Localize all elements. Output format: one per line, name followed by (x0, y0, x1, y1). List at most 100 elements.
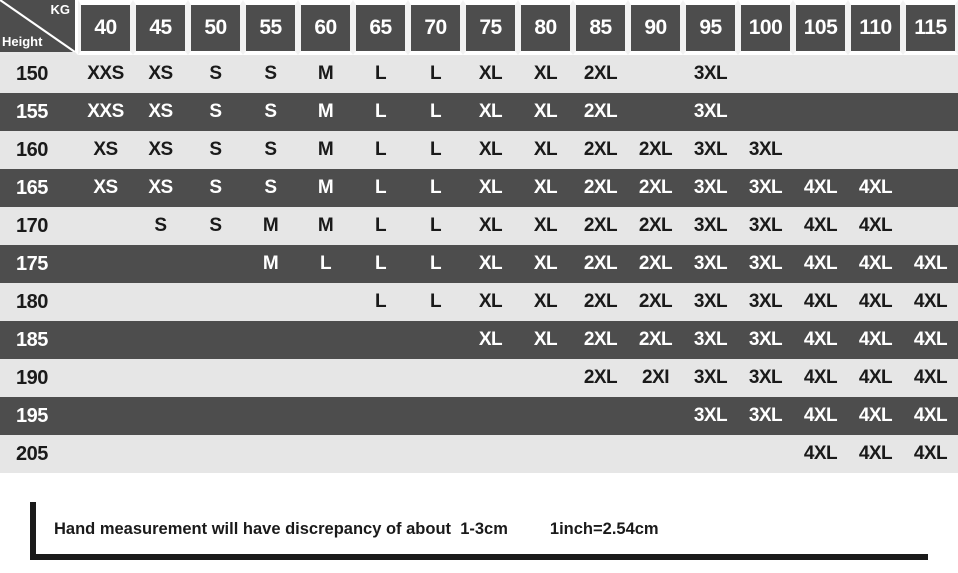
table-row: 175 M L L L XL XL 2XL 2XL 3XL 3XL 4XL 4XL 4XL (0, 245, 958, 283)
size-cell: 4XL (858, 177, 893, 198)
size-cell (463, 359, 518, 397)
size-cell (188, 359, 243, 397)
size-cell (188, 435, 243, 473)
size-cell: 4XL (913, 291, 948, 312)
size-cell (78, 207, 133, 245)
size-cell: 2XL (583, 63, 618, 84)
size-cell: XL (533, 215, 558, 236)
size-cell: 3XL (693, 63, 728, 84)
size-cell: S (264, 139, 277, 160)
header-weight-label: KG (50, 2, 71, 17)
size-cell: 4XL (803, 367, 838, 388)
row-height-label: 165 (16, 176, 48, 199)
size-cell: 4XL (803, 177, 838, 198)
size-cell: M (262, 253, 279, 274)
size-cell (903, 93, 958, 131)
size-cell: XL (478, 177, 503, 198)
size-cell: L (374, 253, 387, 274)
size-cell (353, 359, 408, 397)
header-weight-cell: 110 (848, 0, 903, 55)
size-cell (408, 321, 463, 359)
size-cell: XS (148, 63, 173, 84)
size-cell: L (319, 253, 332, 274)
size-cell (903, 169, 958, 207)
size-cell (848, 131, 903, 169)
size-cell (738, 55, 793, 93)
size-cell (133, 321, 188, 359)
size-cell: S (209, 101, 222, 122)
size-cell (133, 435, 188, 473)
size-cell (298, 283, 353, 321)
size-cell: 3XL (693, 139, 728, 160)
size-cell (188, 321, 243, 359)
size-cell: 3XL (693, 177, 728, 198)
size-cell: 4XL (858, 367, 893, 388)
size-cell: 2XL (583, 215, 618, 236)
size-cell: 2XL (583, 291, 618, 312)
size-cell: 4XL (913, 367, 948, 388)
size-cell: L (374, 139, 387, 160)
size-cell (628, 93, 683, 131)
size-cell: XXS (87, 63, 124, 84)
size-cell: 3XL (693, 101, 728, 122)
size-cell (738, 435, 793, 473)
header-weight-cell: 40 (78, 0, 133, 55)
size-cell (133, 245, 188, 283)
size-cell: XS (148, 139, 173, 160)
size-cell: 4XL (858, 215, 893, 236)
size-cell: L (374, 177, 387, 198)
size-cell (683, 435, 738, 473)
size-cell: 3XL (748, 139, 783, 160)
size-cell (243, 321, 298, 359)
size-cell: 2XL (638, 329, 673, 350)
size-cell: M (317, 139, 334, 160)
size-cell: 3XL (693, 367, 728, 388)
size-cell (518, 359, 573, 397)
size-cell (78, 283, 133, 321)
size-cell (463, 397, 518, 435)
row-height-label: 205 (16, 442, 48, 465)
row-height-label: 155 (16, 100, 48, 123)
size-cell: 2XL (638, 139, 673, 160)
size-cell: XS (148, 101, 173, 122)
size-cell: 3XL (693, 329, 728, 350)
size-cell: 4XL (803, 253, 838, 274)
size-cell (298, 321, 353, 359)
header-weight-cell: 60 (298, 0, 353, 55)
size-cell: 3XL (748, 367, 783, 388)
size-cell: XXS (87, 101, 124, 122)
size-cell: 4XL (803, 329, 838, 350)
measurement-note: Hand measurement will have discrepancy o… (30, 502, 928, 560)
size-cell: M (317, 101, 334, 122)
table-body: 150 XXS XS S S M L L XL XL 2XL 3XL 155 XXS XS S S M L L XL XL… (0, 55, 958, 473)
size-cell: 3XL (748, 215, 783, 236)
size-cell (353, 321, 408, 359)
size-cell (738, 93, 793, 131)
size-cell: S (209, 177, 222, 198)
size-cell: L (374, 215, 387, 236)
size-cell: S (264, 101, 277, 122)
header-weight-cell: 55 (243, 0, 298, 55)
size-cell (573, 435, 628, 473)
size-cell: M (262, 215, 279, 236)
note-text-group: Hand measurement will have discrepancy o… (54, 520, 659, 539)
size-cell (243, 397, 298, 435)
size-cell: 4XL (803, 291, 838, 312)
size-cell: 2XI (641, 367, 670, 388)
size-cell: 2XL (583, 253, 618, 274)
size-cell: XL (533, 253, 558, 274)
row-height-label: 160 (16, 138, 48, 161)
row-height-label: 180 (16, 290, 48, 313)
size-cell (903, 55, 958, 93)
size-cell: 3XL (693, 405, 728, 426)
size-cell: 2XL (638, 177, 673, 198)
size-cell: 3XL (748, 291, 783, 312)
table-row: 195 3XL 3XL 4XL 4XL 4XL (0, 397, 958, 435)
size-cell (353, 397, 408, 435)
size-cell (518, 435, 573, 473)
size-cell (848, 55, 903, 93)
size-cell: 2XL (583, 329, 618, 350)
diagonal-divider-icon (0, 0, 75, 52)
header-weight-cell: 65 (353, 0, 408, 55)
header-row: KG Height 40 45 50 55 60 65 70 75 80 85 90 95 100 105… (0, 0, 958, 55)
